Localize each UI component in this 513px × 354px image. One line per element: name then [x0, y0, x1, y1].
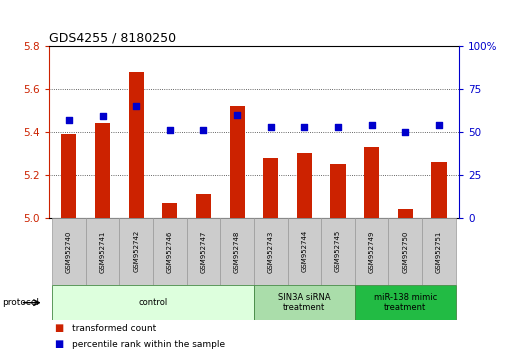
Point	[200, 127, 208, 133]
Text: SIN3A siRNA
treatment: SIN3A siRNA treatment	[278, 293, 331, 312]
Bar	[254, 285, 355, 320]
Point	[334, 124, 342, 130]
Bar	[388, 218, 422, 285]
Bar	[220, 218, 254, 285]
Bar	[153, 218, 187, 285]
Text: GSM952746: GSM952746	[167, 230, 173, 273]
Bar	[398, 209, 413, 218]
Bar	[120, 218, 153, 285]
Point	[132, 103, 140, 109]
Text: GSM952745: GSM952745	[335, 230, 341, 273]
Text: GSM952747: GSM952747	[201, 230, 206, 273]
Point	[435, 122, 443, 128]
Text: GDS4255 / 8180250: GDS4255 / 8180250	[49, 32, 176, 45]
Bar	[62, 134, 76, 218]
Bar	[196, 194, 211, 218]
Text: control: control	[139, 298, 168, 307]
Text: transformed count: transformed count	[72, 324, 156, 333]
Text: miR-138 mimic
treatment: miR-138 mimic treatment	[373, 293, 437, 312]
Text: GSM952743: GSM952743	[268, 230, 274, 273]
Point	[233, 112, 241, 118]
Bar	[364, 147, 379, 218]
Bar	[86, 218, 120, 285]
Text: GSM952748: GSM952748	[234, 230, 240, 273]
Bar	[355, 218, 388, 285]
Bar	[129, 72, 144, 218]
Bar	[330, 164, 346, 218]
Point	[267, 124, 275, 130]
Point	[65, 117, 73, 123]
Text: GSM952741: GSM952741	[100, 230, 106, 273]
Bar	[187, 218, 220, 285]
Bar	[297, 153, 312, 218]
Point	[98, 114, 107, 119]
Point	[166, 127, 174, 133]
Text: GSM952749: GSM952749	[369, 230, 374, 273]
Text: GSM952742: GSM952742	[133, 230, 139, 273]
Text: GSM952740: GSM952740	[66, 230, 72, 273]
Text: GSM952751: GSM952751	[436, 230, 442, 273]
Text: percentile rank within the sample: percentile rank within the sample	[72, 340, 225, 349]
Bar	[254, 218, 288, 285]
Bar	[162, 203, 177, 218]
Text: ■: ■	[54, 339, 63, 349]
Bar	[431, 162, 446, 218]
Bar	[52, 285, 254, 320]
Bar	[422, 218, 456, 285]
Bar	[95, 123, 110, 218]
Text: GSM952744: GSM952744	[302, 230, 307, 273]
Text: ■: ■	[54, 323, 63, 333]
Bar	[355, 285, 456, 320]
Bar	[229, 106, 245, 218]
Point	[368, 122, 376, 128]
Text: GSM952750: GSM952750	[402, 230, 408, 273]
Bar	[288, 218, 321, 285]
Bar	[52, 218, 86, 285]
Bar	[321, 218, 355, 285]
Point	[300, 124, 308, 130]
Text: protocol: protocol	[3, 298, 40, 307]
Point	[401, 129, 409, 135]
Bar	[263, 158, 279, 218]
